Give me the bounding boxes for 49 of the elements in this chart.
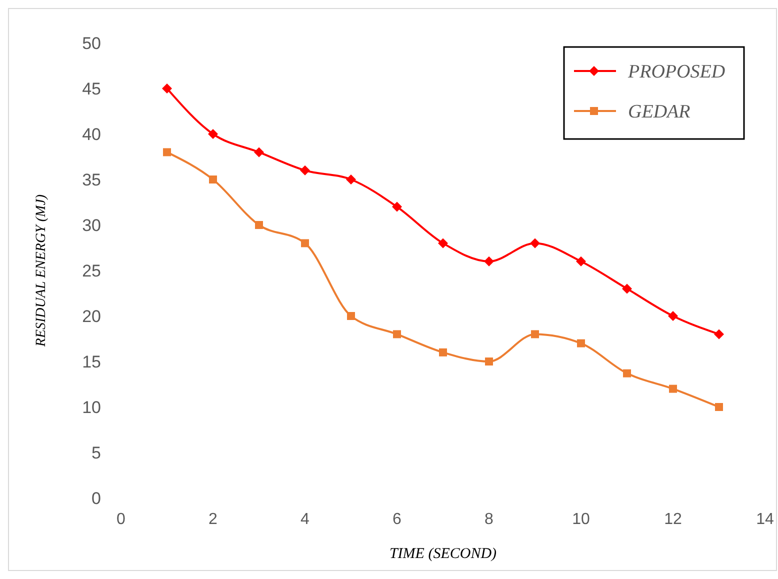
point xyxy=(577,339,585,348)
x-tick-label: 2 xyxy=(208,511,218,528)
y-tick-label: 15 xyxy=(82,352,101,372)
y-tick-label: 10 xyxy=(82,398,101,417)
y-tick-label: 45 xyxy=(82,79,101,98)
point xyxy=(485,358,493,366)
point xyxy=(438,238,448,248)
point xyxy=(439,348,447,356)
y-tick-label: 30 xyxy=(82,216,101,235)
y-tick-label: 0 xyxy=(92,488,101,508)
point xyxy=(668,311,678,321)
point xyxy=(209,176,217,184)
x-tick-label: 14 xyxy=(756,511,774,528)
point xyxy=(531,330,539,338)
x-tick-label: 10 xyxy=(572,511,590,528)
x-axis-title: TIME (SECOND) xyxy=(389,546,497,562)
point xyxy=(254,147,264,158)
point xyxy=(300,165,310,176)
x-tick-label: 6 xyxy=(392,511,402,528)
y-tick-label: 35 xyxy=(82,170,101,190)
point xyxy=(301,239,309,248)
y-tick-label: 20 xyxy=(82,306,101,326)
y-tick-label: 25 xyxy=(82,261,101,280)
y-tick-label: 5 xyxy=(92,443,101,462)
y-axis-title: RESIDUAL ENERGY (MJ) xyxy=(34,194,49,348)
point xyxy=(346,174,356,184)
point xyxy=(714,329,724,340)
point xyxy=(208,129,218,139)
y-tick-label: 40 xyxy=(82,124,101,144)
x-tick-label: 0 xyxy=(116,511,126,528)
legend-label: GEDAR xyxy=(628,102,691,123)
point xyxy=(162,84,172,94)
x-tick-label: 8 xyxy=(484,511,494,528)
point xyxy=(163,148,171,156)
y-tick-label: 50 xyxy=(82,34,101,53)
point xyxy=(530,238,540,248)
point xyxy=(392,202,402,212)
x-tick-label: 12 xyxy=(664,511,682,528)
point xyxy=(623,369,631,378)
point xyxy=(255,221,263,229)
x-tick-label: 4 xyxy=(300,511,310,528)
point xyxy=(347,312,355,320)
point xyxy=(669,384,677,393)
point xyxy=(484,256,494,266)
point xyxy=(715,403,723,411)
legend-label: PROPOSED xyxy=(627,62,726,83)
point xyxy=(393,330,401,338)
point xyxy=(576,256,586,266)
point xyxy=(622,284,632,294)
